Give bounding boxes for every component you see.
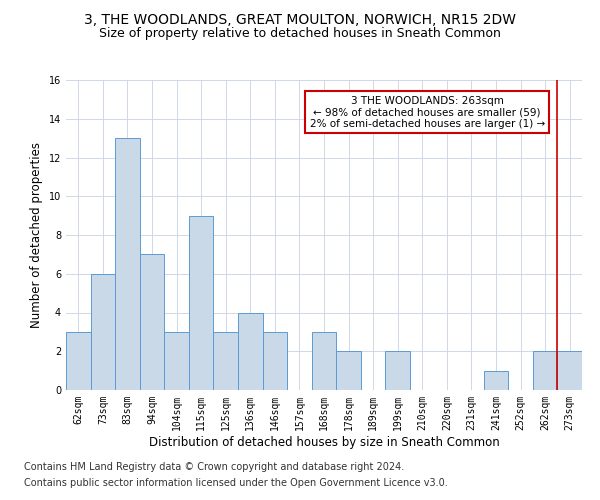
Y-axis label: Number of detached properties: Number of detached properties	[30, 142, 43, 328]
Text: Size of property relative to detached houses in Sneath Common: Size of property relative to detached ho…	[99, 28, 501, 40]
Bar	[312, 332, 336, 390]
Bar	[385, 351, 410, 390]
Bar	[484, 370, 508, 390]
Text: 3, THE WOODLANDS, GREAT MOULTON, NORWICH, NR15 2DW: 3, THE WOODLANDS, GREAT MOULTON, NORWICH…	[84, 12, 516, 26]
Bar	[66, 332, 91, 390]
Bar	[336, 351, 361, 390]
Bar	[238, 312, 263, 390]
Bar	[214, 332, 238, 390]
Bar	[140, 254, 164, 390]
Text: 3 THE WOODLANDS: 263sqm
← 98% of detached houses are smaller (59)
2% of semi-det: 3 THE WOODLANDS: 263sqm ← 98% of detache…	[310, 96, 545, 128]
Bar	[263, 332, 287, 390]
Bar	[91, 274, 115, 390]
X-axis label: Distribution of detached houses by size in Sneath Common: Distribution of detached houses by size …	[149, 436, 499, 448]
Text: Contains public sector information licensed under the Open Government Licence v3: Contains public sector information licen…	[24, 478, 448, 488]
Text: Contains HM Land Registry data © Crown copyright and database right 2024.: Contains HM Land Registry data © Crown c…	[24, 462, 404, 472]
Bar	[164, 332, 189, 390]
Bar	[557, 351, 582, 390]
Bar	[189, 216, 214, 390]
Bar	[115, 138, 140, 390]
Bar	[533, 351, 557, 390]
